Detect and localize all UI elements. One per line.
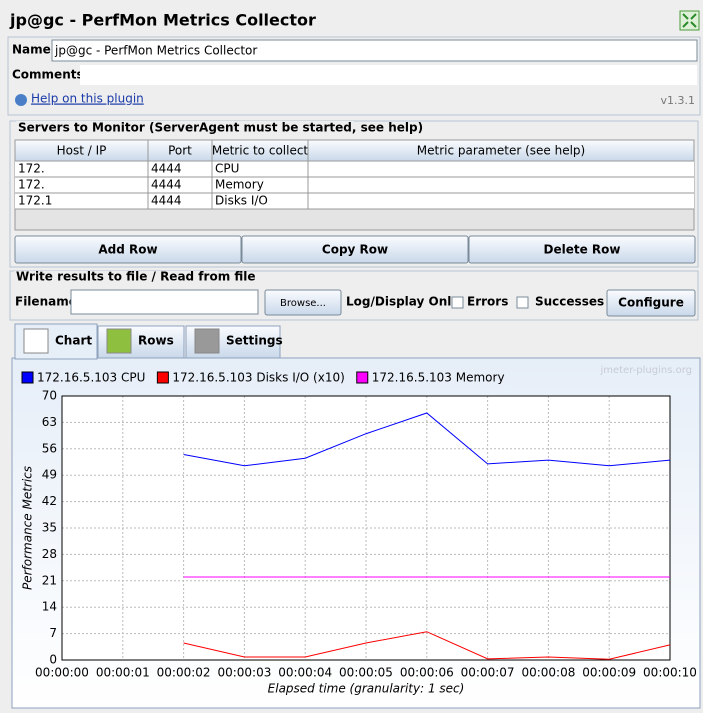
configure-button[interactable]: [606, 289, 696, 317]
x-tick-label: 00:00:03: [217, 666, 271, 680]
plot-border: [61, 395, 671, 661]
group-title-bg: [14, 271, 218, 283]
x-tick-label: 00:00:00: [35, 666, 89, 680]
title: jp@gc - PerfMon Metrics Collector: [9, 11, 316, 30]
file-title: Write results to file / Read from file: [16, 270, 256, 284]
cell: CPU: [215, 162, 239, 176]
x-tick-label: 00:00:10: [643, 666, 697, 680]
y-tick-label: 35: [42, 521, 57, 535]
successes-label: Successes: [535, 295, 604, 309]
legend-swatch: [356, 371, 369, 384]
help-link[interactable]: Help on this plugin: [31, 92, 144, 106]
watermark: jmeter-plugins.org: [599, 365, 692, 376]
comments-field[interactable]: [80, 65, 697, 85]
errors-checkbox[interactable]: [451, 296, 464, 309]
legend-label: 172.16.5.103 CPU: [37, 371, 145, 385]
y-tick-label: 63: [42, 415, 57, 429]
filename-label: Filename: [15, 295, 77, 309]
tab-icon: [106, 328, 132, 354]
cell: Disks I/O: [215, 194, 268, 208]
x-tick-label: 00:00:02: [157, 666, 211, 680]
legend-label: 172.16.5.103 Memory: [372, 371, 505, 385]
tab-label: Rows: [138, 334, 174, 348]
legend-swatch: [156, 371, 169, 384]
y-tick-label: 21: [42, 573, 57, 587]
x-axis-label: Elapsed time (granularity: 1 sec): [268, 682, 465, 696]
name-value: jp@gc - PerfMon Metrics Collector: [54, 44, 257, 58]
table-button[interactable]: [14, 235, 242, 264]
y-tick-label: 14: [42, 600, 57, 614]
x-tick-label: 00:00:09: [582, 666, 636, 680]
series-line: [183, 631, 671, 660]
file-group: [9, 270, 699, 321]
x-tick-label: 00:00:06: [400, 666, 454, 680]
series-line: [183, 412, 671, 467]
table-button-label: Add Row: [98, 243, 157, 257]
y-tick-label: 70: [42, 389, 57, 403]
tab-label: Chart: [55, 334, 92, 348]
cell: 172.: [18, 162, 45, 176]
x-tick-label: 00:00:01: [96, 666, 150, 680]
expand-glyph: [682, 13, 697, 28]
y-tick-label: 56: [42, 441, 57, 455]
cell: Memory: [215, 178, 264, 192]
errors-label: Errors: [467, 295, 508, 309]
x-tick-label: 00:00:07: [461, 666, 515, 680]
tab-icon: [194, 328, 220, 354]
group-title-bg: [16, 121, 354, 133]
table-button[interactable]: [468, 235, 696, 264]
version: v1.3.1: [661, 94, 696, 107]
cell: 172.: [18, 178, 45, 192]
successes-checkbox[interactable]: [516, 296, 529, 309]
cell: 4444: [151, 162, 182, 176]
column-header: Port: [168, 144, 192, 158]
x-tick-label: 00:00:04: [278, 666, 332, 680]
table-button-label: Delete Row: [544, 243, 621, 257]
y-tick-label: 28: [42, 547, 57, 561]
column-header: Metric to collect: [212, 144, 309, 158]
y-tick-label: 42: [42, 494, 57, 508]
table-button[interactable]: [241, 235, 469, 264]
cell: 172.1: [18, 194, 52, 208]
table-button-label: Copy Row: [322, 243, 388, 257]
comments-label: Comments:: [12, 68, 88, 82]
y-axis-label: Performance Metrics: [21, 466, 35, 590]
x-tick-label: 00:00:05: [339, 666, 393, 680]
servers-title: Servers to Monitor (ServerAgent must be …: [18, 121, 423, 135]
tab-icon: [23, 328, 49, 354]
filename-field[interactable]: [70, 289, 259, 315]
y-tick-label: 49: [42, 468, 57, 482]
legend-swatch: [21, 371, 34, 384]
legend-label: 172.16.5.103 Disks I/O (x10): [172, 371, 344, 385]
expand-icon[interactable]: [679, 10, 700, 31]
cell: 4444: [151, 178, 182, 192]
browse-button[interactable]: [264, 289, 342, 316]
x-tick-label: 00:00:08: [521, 666, 575, 680]
y-tick-label: 7: [49, 626, 57, 640]
help-icon: [15, 94, 27, 106]
name-field[interactable]: [51, 39, 698, 62]
configure-label: Configure: [618, 296, 684, 310]
tab-label: Settings: [226, 334, 283, 348]
table-header: [14, 139, 695, 162]
y-tick-label: 0: [49, 653, 57, 667]
column-header: Host / IP: [57, 144, 107, 158]
log-label: Log/Display Only:: [346, 295, 464, 309]
name-label: Name:: [12, 43, 56, 57]
cell: 4444: [151, 194, 182, 208]
column-header: Metric parameter (see help): [417, 144, 585, 158]
browse-label: Browse...: [280, 298, 326, 309]
table-body: [15, 161, 694, 209]
